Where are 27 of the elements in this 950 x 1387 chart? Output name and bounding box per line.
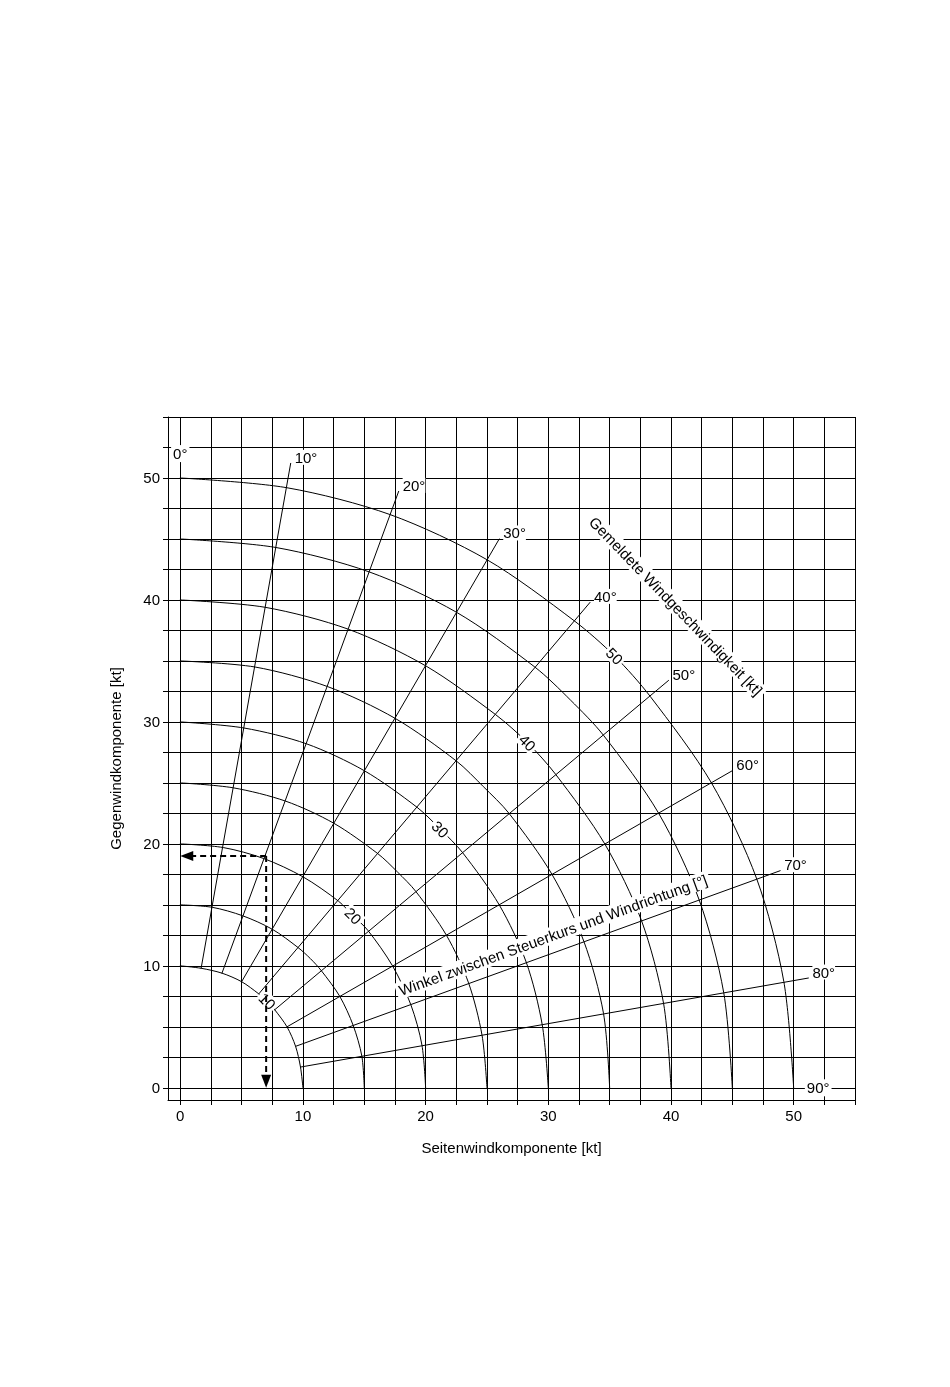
series-label: 40° bbox=[594, 587, 617, 605]
series-label: 60° bbox=[736, 756, 760, 774]
y-tick-label: 10 bbox=[143, 957, 160, 975]
series-label: 30° bbox=[503, 524, 526, 542]
x-tick-label: 20 bbox=[417, 1107, 434, 1124]
series-label: 40 bbox=[515, 730, 540, 755]
annotation: 0° bbox=[173, 445, 188, 463]
annotation: 90° bbox=[806, 1079, 830, 1097]
series-label: 20° bbox=[402, 476, 426, 494]
x-tick-label: 50 bbox=[785, 1107, 802, 1124]
series-label: 70° bbox=[784, 856, 807, 874]
y-tick-label: 50 bbox=[143, 469, 160, 487]
x-axis-title: Seitenwindkomponente [kt] bbox=[421, 1139, 602, 1156]
series-label: 30 bbox=[428, 817, 453, 842]
y-tick-label: 40 bbox=[143, 591, 160, 609]
x-tick-label: 40 bbox=[662, 1107, 680, 1124]
y-axis-title: Gegenwindkomponente [kt] bbox=[107, 667, 124, 850]
series-label: 20 bbox=[341, 903, 366, 928]
y-tick-label: 20 bbox=[143, 835, 160, 853]
y-tick-label: 0 bbox=[151, 1079, 160, 1097]
x-tick-label: 30 bbox=[539, 1107, 557, 1124]
y-tick-label: 30 bbox=[143, 713, 160, 731]
series-label: 80° bbox=[812, 963, 836, 981]
series-label: 10° bbox=[294, 448, 318, 466]
series-label: 50 bbox=[602, 644, 627, 668]
x-tick-label: 10 bbox=[294, 1107, 312, 1124]
x-tick-label: 0 bbox=[176, 1107, 185, 1124]
